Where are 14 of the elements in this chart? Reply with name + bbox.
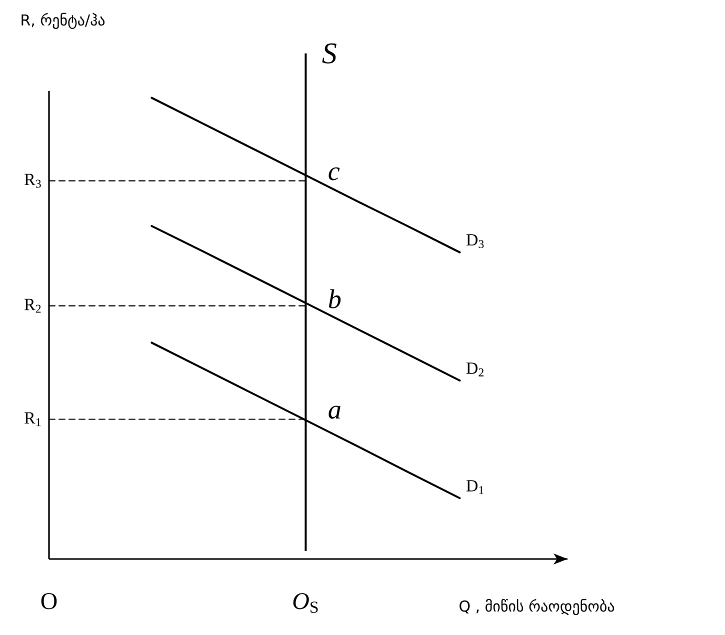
series-label: R$_{2}$ <box>24 298 41 313</box>
series-label: D$_{1}$ <box>466 480 484 494</box>
x-tick-label: O$_{S}$ <box>293 593 318 613</box>
x-tick-label: O <box>41 593 57 610</box>
series-label: D$_{3}$ <box>466 234 484 248</box>
annotation: c <box>328 167 340 180</box>
annotation: b <box>328 289 341 308</box>
series-label: D$_{2}$ <box>466 362 484 376</box>
ref-line-label: S <box>322 43 336 64</box>
series-label: R$_{1}$ <box>24 412 41 426</box>
x-axis-title: Q , მიწის რაოდენობა <box>460 598 614 616</box>
series-label: R$_{3}$ <box>24 174 41 188</box>
y-axis-title: R, რენტა/ჰა <box>22 12 105 29</box>
annotation: a <box>328 406 340 419</box>
